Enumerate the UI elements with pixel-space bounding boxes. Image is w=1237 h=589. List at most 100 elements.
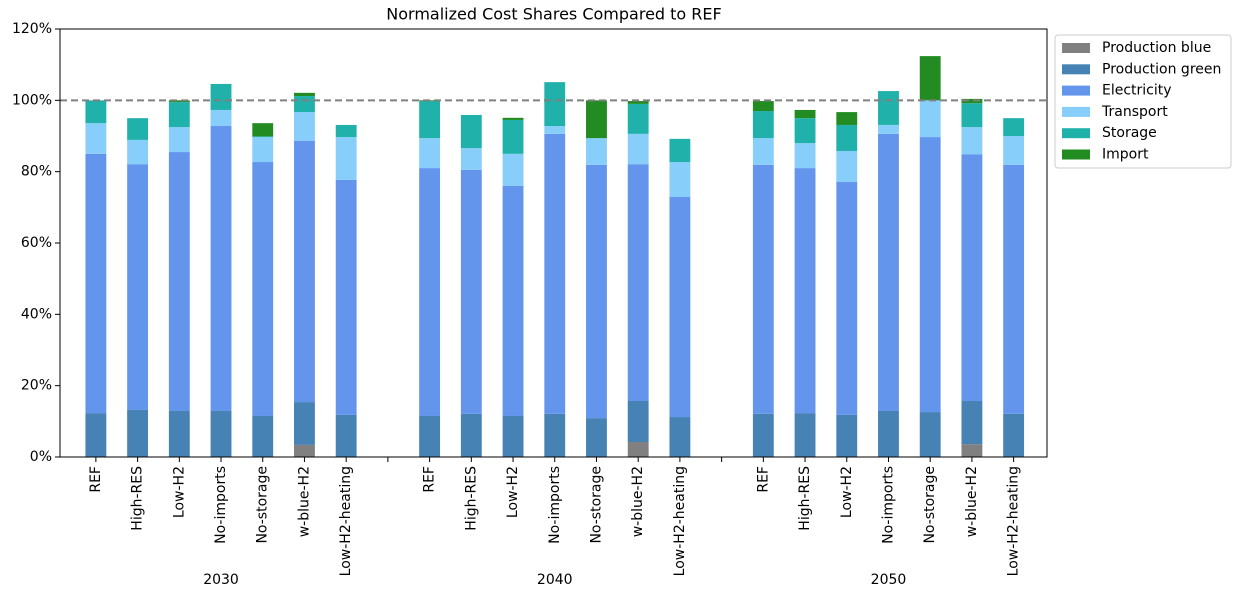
bar-segment — [878, 133, 899, 411]
bar-segment — [752, 101, 774, 112]
bar-segment — [168, 127, 190, 153]
bar-segment — [878, 91, 899, 125]
x-tick-label: REF — [88, 466, 104, 493]
y-tick-label: 100% — [12, 92, 52, 108]
x-tick-label: w-blue-H2 — [964, 466, 980, 537]
bar-segment — [460, 148, 482, 170]
bar-segment — [794, 109, 816, 119]
bar-segment — [669, 138, 691, 163]
bar-segment — [627, 401, 649, 443]
bar-segment — [961, 401, 983, 445]
bar-segment — [127, 139, 149, 165]
legend-label: Production blue — [1102, 40, 1211, 56]
bar-segment — [502, 415, 524, 457]
bar-segment — [836, 112, 858, 125]
bar-segment — [252, 415, 274, 457]
legend-swatch — [1062, 43, 1090, 53]
bar-segment — [294, 444, 315, 457]
legend-swatch — [1062, 64, 1090, 75]
bar-segment — [586, 100, 607, 139]
bar-segment — [627, 133, 649, 165]
bar-segment — [752, 138, 774, 165]
y-tick-label: 0% — [30, 449, 52, 465]
bar-segment — [127, 409, 149, 457]
y-tick-label: 120% — [12, 21, 52, 37]
legend-swatch — [1062, 85, 1090, 96]
bar-segment — [752, 111, 774, 139]
bar-segment — [794, 413, 816, 457]
bar-segment — [794, 118, 816, 144]
x-tick-label: High-RES — [463, 466, 479, 531]
y-tick-label: 40% — [21, 306, 52, 322]
x-tick-label: REF — [755, 466, 771, 493]
bar-segment — [669, 417, 691, 457]
bar-segment — [544, 133, 566, 414]
bar-segment — [294, 140, 315, 403]
x-tick-label: REF — [422, 466, 438, 493]
bar-segment — [627, 103, 649, 134]
bar-segment — [252, 162, 274, 416]
legend-swatch — [1062, 128, 1090, 139]
legend-swatch — [1062, 149, 1090, 160]
x-tick-label: w-blue-H2 — [630, 466, 646, 537]
bar-segment — [419, 168, 441, 416]
bar-segment — [1003, 413, 1025, 457]
bar-segment — [252, 123, 274, 137]
bar-segment — [878, 410, 899, 457]
x-tick-label: High-RES — [130, 466, 146, 531]
bar-segment — [210, 126, 232, 411]
bar-segment — [544, 413, 566, 457]
legend: Production blue Production green Electrici… — [1054, 34, 1232, 169]
legend-label: Storage — [1102, 125, 1157, 141]
bar-segment — [961, 127, 983, 155]
x-tick-label: Low-H2 — [839, 466, 855, 518]
x-tick-label: Low-H2 — [505, 466, 521, 518]
x-tick-label: No-storage — [588, 466, 604, 544]
bar-segment — [544, 126, 566, 134]
bar-segment — [294, 402, 315, 445]
bar-segment — [752, 413, 774, 457]
bar-segment — [752, 164, 774, 414]
bar-segment — [294, 96, 315, 113]
bar-segment — [794, 168, 816, 414]
bar-segment — [419, 415, 441, 457]
bar-segment — [836, 182, 858, 415]
bar-segment — [544, 82, 566, 127]
bar-segment — [919, 100, 941, 138]
bar-segment — [335, 137, 357, 180]
legend-frame — [1054, 34, 1232, 169]
x-tick-label: No-imports — [880, 466, 896, 544]
legend-label: Import — [1102, 147, 1149, 163]
bar-segment — [127, 118, 149, 140]
bar-segment — [335, 179, 357, 415]
bar-segment — [85, 100, 107, 124]
x-tick-label: Low-H2-heating — [338, 466, 354, 576]
bar-segment — [961, 444, 983, 457]
bar-segment — [85, 123, 107, 154]
x-tick-label: No-imports — [213, 466, 229, 544]
legend-label: Production green — [1102, 61, 1221, 77]
bar-segment — [627, 442, 649, 457]
y-tick-label: 80% — [21, 164, 52, 180]
bar-segment — [961, 154, 983, 402]
x-tick-label: No-storage — [255, 466, 271, 544]
bar-segment — [168, 410, 190, 457]
y-tick-label: 60% — [21, 235, 52, 251]
bar-segment — [294, 112, 315, 141]
bar-segment — [586, 164, 607, 419]
bar-segment — [1003, 136, 1025, 165]
x-tick-label: No-imports — [547, 466, 563, 544]
legend-swatch — [1062, 106, 1090, 117]
bar-segment — [627, 101, 649, 104]
x-tick-label: No-storage — [922, 466, 938, 544]
bar-segment — [961, 103, 983, 128]
bar-segment — [836, 414, 858, 457]
bar-segment — [252, 136, 274, 138]
legend-label: Transport — [1101, 104, 1168, 120]
x-tick-label: Low-H2-heating — [672, 466, 688, 576]
bar-segment — [335, 124, 357, 138]
bar-segment — [168, 100, 190, 103]
group-label: 2050 — [871, 572, 907, 588]
group-label: 2040 — [537, 572, 573, 588]
